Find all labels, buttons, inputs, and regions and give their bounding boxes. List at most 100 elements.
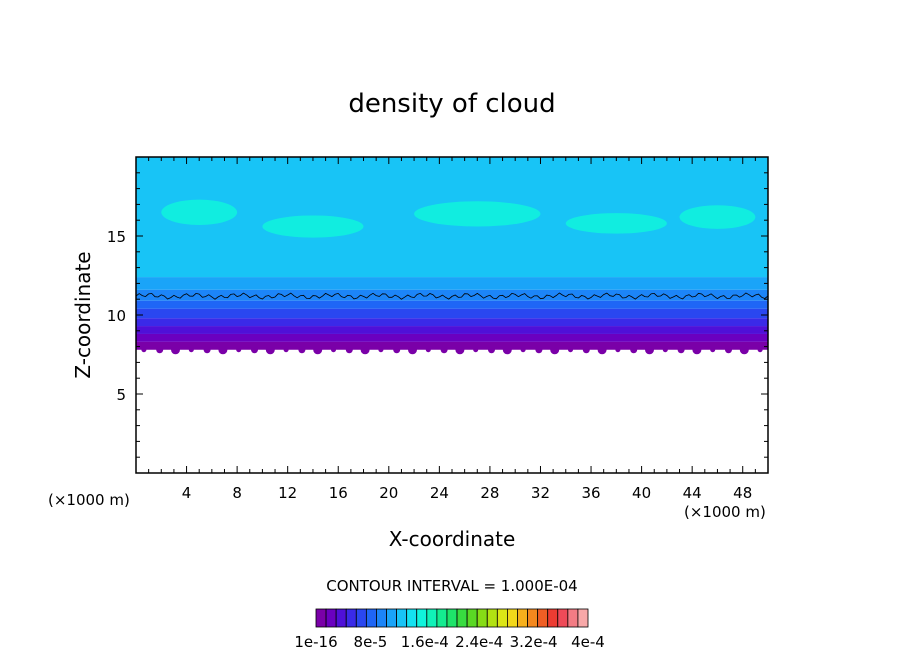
x-tick-label-16: 16 (329, 484, 348, 502)
cloud-base-blob-17 (408, 345, 417, 355)
cloud-base-blob-39 (757, 347, 763, 353)
colorbar-swatch-7 (386, 608, 397, 628)
colorbar-swatch-23 (547, 608, 559, 628)
colorbar-labels: 1e-16 8e-5 1.6e-4 2.4e-4 3.2e-4 4e-4 (294, 633, 605, 651)
cloud-base-blob-32 (645, 345, 654, 355)
cloud-base-blob-0 (141, 347, 147, 353)
colorbar-swatch-3 (345, 608, 357, 628)
colorbar-swatch-20 (517, 608, 528, 628)
cloud-base-blob-9 (283, 347, 289, 353)
colorbar-swatch-0 (315, 608, 327, 628)
x-tick-label-28: 28 (480, 484, 499, 502)
colorbar-swatch-10 (416, 608, 428, 628)
cloud-top-patch-2 (414, 201, 541, 227)
cloud-top-patch-1 (262, 215, 364, 238)
colorbar-swatch-2 (335, 608, 347, 628)
y-tick-label-15: 15 (107, 228, 126, 246)
colorbar-swatch-12 (436, 608, 448, 628)
density-band-1 (136, 333, 768, 342)
density-band-5 (136, 300, 768, 309)
colorbar-label-2: 1.6e-4 (401, 633, 449, 651)
x-tick-label-12: 12 (278, 484, 297, 502)
colorbar-swatch-13 (446, 608, 458, 628)
colorbar-swatch-22 (537, 608, 549, 628)
cloud-base-blob-28 (582, 346, 590, 354)
colorbar-swatch-11 (426, 608, 438, 628)
density-band-6 (136, 289, 768, 301)
x-tick-label-20: 20 (379, 484, 398, 502)
colorbar-label-4: 3.2e-4 (510, 633, 558, 651)
colorbar-swatch-19 (507, 608, 518, 628)
density-band-2 (136, 326, 768, 334)
cloud-base-blob-19 (440, 346, 448, 354)
cloud-base-blob-15 (378, 347, 384, 353)
density-band-4 (136, 308, 768, 319)
cloud-base-blob-31 (630, 346, 638, 354)
contour-line (135, 292, 769, 300)
colorbar-swatch-14 (456, 608, 468, 628)
cloud-base-blob-25 (535, 346, 543, 354)
cloud-base-blob-29 (597, 345, 607, 355)
x-axis-title: X-coordinate (389, 527, 516, 551)
cloud-base-blob-8 (265, 345, 275, 355)
colorbar-swatch-5 (365, 608, 377, 628)
cloud-base-blob-33 (662, 347, 668, 353)
cloud-base-blob-30 (615, 347, 621, 353)
x-tick-label-36: 36 (581, 484, 600, 502)
cloud-base-blob-11 (313, 345, 323, 355)
x-tick-label-44: 44 (683, 484, 702, 502)
cloud-base-blob-27 (568, 347, 573, 353)
x-tick-label-4: 4 (182, 484, 192, 502)
colorbar-label-0: 1e-16 (294, 633, 337, 651)
colorbar-swatch-24 (557, 608, 569, 628)
colorbar-swatch-17 (486, 608, 498, 628)
plot-area (136, 157, 768, 355)
y-axis: 5 10 15 (107, 172, 768, 458)
cloud-base-blob-14 (360, 345, 370, 355)
cloud-top-patch-4 (679, 205, 756, 229)
colorbar-label-1: 8e-5 (354, 633, 388, 651)
cloud-top-patch-0 (161, 199, 238, 225)
cloud-base-blob-12 (331, 347, 336, 353)
cloud-base-blob-37 (725, 346, 732, 354)
x-tick-label-8: 8 (232, 484, 242, 502)
x-tick-label-32: 32 (531, 484, 550, 502)
colorbar-swatch-9 (406, 608, 418, 628)
chart-title: density of cloud (348, 89, 555, 119)
y-axis-title: Z-coordinate (71, 251, 95, 378)
colorbar-swatch-4 (355, 608, 367, 628)
cloud-base-blob-6 (236, 347, 242, 353)
cloud-base-blob-24 (520, 347, 526, 353)
x-axis: 4 8 12 16 20 24 28 32 36 40 44 48 (148, 157, 756, 502)
cloud-base-blob-13 (345, 346, 353, 354)
cloud-top-patch-3 (565, 213, 667, 234)
cloud-base-blob-10 (298, 346, 306, 354)
colorbar-swatch-1 (325, 608, 337, 628)
cloud-base-blob-23 (502, 345, 512, 355)
cloud-base-blob-2 (171, 345, 180, 355)
x-unit-label-left: (×1000 m) (48, 491, 130, 509)
colorbar-swatch-6 (376, 608, 387, 628)
contour-interval-text: CONTOUR INTERVAL = 1.000E-04 (326, 577, 577, 595)
cloud-base-blob-5 (218, 345, 228, 355)
colorbar (315, 608, 589, 628)
cloud-base-blob-4 (203, 346, 211, 354)
x-tick-label-40: 40 (632, 484, 651, 502)
y-tick-label-5: 5 (116, 386, 126, 404)
contour-line-group (135, 292, 769, 300)
cloud-base-blob-26 (550, 345, 560, 355)
colorbar-swatch-8 (396, 608, 408, 628)
density-band-3 (136, 318, 768, 327)
cloud-base-blob-38 (739, 345, 749, 355)
density-band-0 (136, 341, 768, 350)
colorbar-swatch-26 (577, 608, 589, 628)
cloud-base-blob-1 (156, 346, 164, 354)
y-tick-label-10: 10 (107, 307, 126, 325)
cloud-base-blob-16 (393, 346, 401, 354)
y-unit-label-right: (×1000 m) (684, 503, 766, 521)
cloud-base-blob-21 (473, 347, 479, 353)
cloud-base-blob-7 (251, 346, 258, 354)
cloud-base-blob-20 (455, 345, 465, 355)
colorbar-swatch-16 (476, 608, 488, 628)
